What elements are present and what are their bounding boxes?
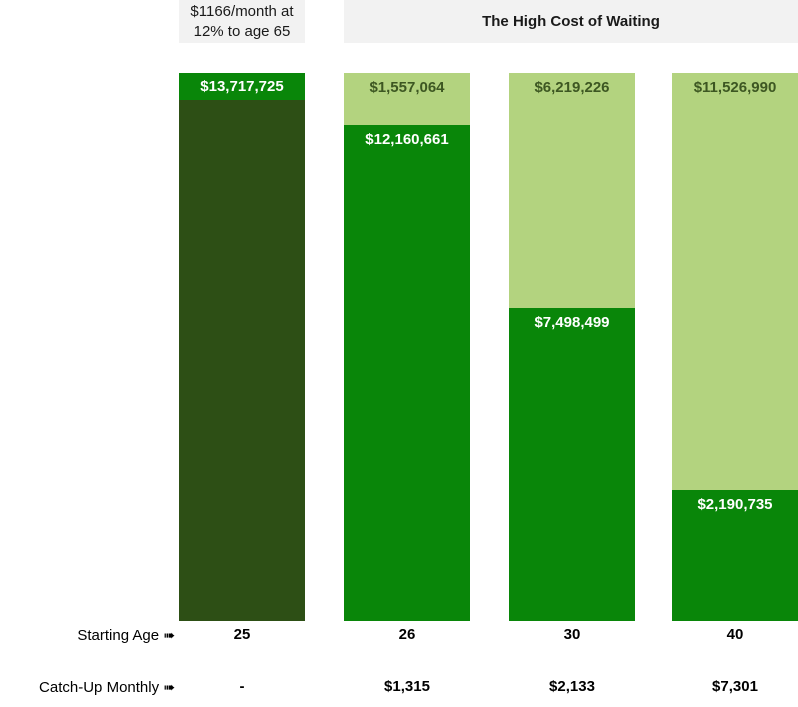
plan-subtitle-text: $1166/month at 12% to age 65 bbox=[190, 2, 293, 42]
catch-up-value-age-30: $2,133 bbox=[549, 678, 595, 695]
bar-age-25: $13,717,725 bbox=[179, 73, 305, 621]
starting-age-value-25: 25 bbox=[233, 626, 251, 643]
bar-age-26-accumulation-segment: $12,160,661 bbox=[344, 125, 470, 621]
plan-subtitle-line2: 12% to age 65 bbox=[193, 22, 291, 40]
starting-age-value-26: 26 bbox=[398, 626, 416, 643]
bar-age-40-accumulation-segment: $2,190,735 bbox=[672, 490, 798, 621]
right-arrow-icon: ➠ bbox=[163, 627, 175, 643]
bar-age-25-accumulation-segment bbox=[179, 100, 305, 621]
bar-age-30-accumulation-segment: $7,498,499 bbox=[509, 308, 635, 621]
starting-age-value-30: 30 bbox=[563, 626, 581, 643]
catch-up-monthly-label-text: Catch-Up Monthly bbox=[39, 679, 160, 696]
bar-age-30-shortfall-segment: $6,219,226 bbox=[509, 73, 635, 308]
catch-up-value-age-26: $1,315 bbox=[384, 678, 430, 695]
starting-age-row: Starting Age ➠ 25 26 30 40 bbox=[0, 624, 798, 646]
bar-age-30: $6,219,226 $7,498,499 bbox=[509, 73, 635, 621]
bar-age-40-shortfall-segment: $11,526,990 bbox=[672, 73, 798, 490]
catch-up-value-age-40: $7,301 bbox=[712, 678, 758, 695]
right-arrow-icon: ➠ bbox=[163, 679, 175, 695]
catch-up-monthly-row-label: Catch-Up Monthly ➠ bbox=[0, 676, 175, 699]
bar-age-26: $1,557,064 $12,160,661 bbox=[344, 73, 470, 621]
chart-title: The High Cost of Waiting bbox=[344, 0, 798, 43]
catch-up-monthly-row: Catch-Up Monthly ➠ - $1,315 $2,133 $7,30… bbox=[0, 676, 798, 698]
catch-up-value-age-25: - bbox=[239, 678, 245, 695]
bar-age-25-total-label: $13,717,725 bbox=[179, 73, 305, 100]
starting-age-label-text: Starting Age bbox=[77, 627, 160, 644]
bar-age-26-shortfall-segment: $1,557,064 bbox=[344, 73, 470, 125]
plan-subtitle-box: $1166/month at 12% to age 65 bbox=[179, 0, 305, 43]
starting-age-row-label: Starting Age ➠ bbox=[0, 624, 175, 647]
starting-age-value-40: 40 bbox=[726, 626, 744, 643]
plan-subtitle-line1: $1166/month at bbox=[190, 2, 294, 20]
bar-age-40: $11,526,990 $2,190,735 bbox=[672, 73, 798, 621]
